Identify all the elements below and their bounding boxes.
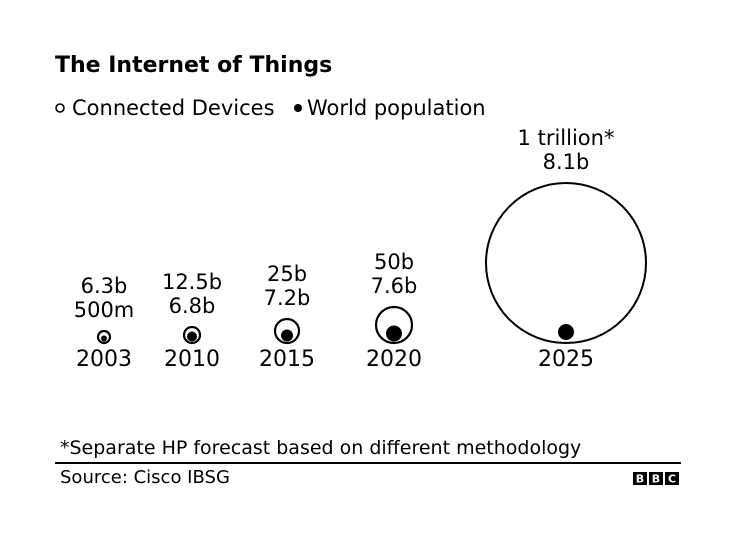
bbc-logo-letter-2: B	[652, 473, 660, 486]
bbc-logo-letter-1: B	[636, 473, 644, 486]
value-label-bottom-2010: 6.8b	[169, 294, 216, 318]
bubble-world-population-2010	[187, 331, 197, 342]
bubble-connected-devices-2025	[485, 182, 647, 344]
source-note: Source: Cisco IBSG	[60, 467, 230, 488]
bubble-connected-devices-2015	[273, 317, 301, 345]
value-label-top-2020: 50b	[374, 250, 414, 274]
value-label-bottom-2020: 7.6b	[371, 274, 418, 298]
year-label-2015: 2015	[259, 347, 315, 372]
legend-label-devices: Connected Devices	[72, 96, 275, 120]
value-label-top-2025: 1 trillion*	[518, 126, 615, 150]
year-label-2010: 2010	[164, 347, 220, 372]
bubble-world-population-2015	[281, 329, 293, 342]
bubble-connected-devices-2003	[96, 329, 112, 345]
bubble-connected-devices-2010	[182, 325, 202, 345]
value-label-bottom-2015: 7.2b	[264, 286, 311, 310]
year-label-2025: 2025	[538, 347, 594, 372]
value-label-bottom-2003: 500m	[74, 298, 135, 322]
value-label-top-2015: 25b	[267, 262, 307, 286]
value-label-top-2003: 6.3b	[81, 274, 128, 298]
value-label-top-2010: 12.5b	[162, 270, 222, 294]
legend-filled-circle-icon	[294, 104, 302, 112]
bbc-logo: B B C	[633, 472, 679, 486]
bbc-logo-letter-3: C	[668, 473, 676, 486]
value-label-bottom-2025: 8.1b	[543, 150, 590, 174]
bbc-logo-box-3	[665, 472, 679, 485]
bubble-world-population-2003	[101, 335, 107, 342]
bbc-logo-box-1	[633, 472, 647, 485]
bubble-connected-devices-2020	[374, 305, 414, 345]
legend-label-population: World population	[307, 96, 486, 120]
year-label-2020: 2020	[366, 347, 422, 372]
legend-open-circle-icon	[55, 103, 65, 113]
legend: Connected Devices World population	[55, 96, 486, 120]
bubble-world-population-2025	[558, 324, 574, 340]
chart-title: The Internet of Things	[55, 53, 332, 78]
bubble-world-population-2020	[386, 325, 402, 342]
year-label-2003: 2003	[76, 347, 132, 372]
bbc-logo-box-2	[649, 472, 663, 485]
footnote: *Separate HP forecast based on different…	[60, 437, 581, 459]
